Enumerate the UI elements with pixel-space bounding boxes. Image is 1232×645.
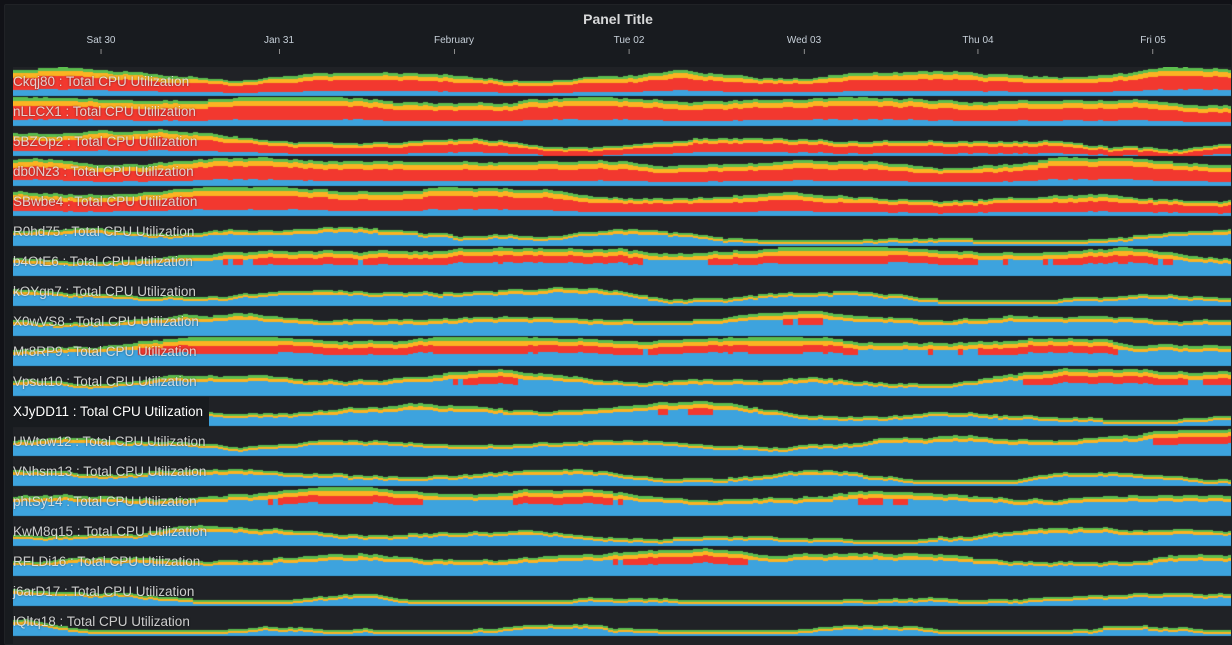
- tick-mark: [977, 49, 979, 54]
- time-tick: Sat 30: [86, 35, 116, 54]
- series-label[interactable]: R0hd75 : Total CPU Utilization: [13, 224, 195, 239]
- series-label[interactable]: lQltq18 : Total CPU Utilization: [13, 614, 190, 629]
- time-tick: Wed 03: [787, 35, 821, 54]
- heatmap-canvas[interactable]: [13, 67, 1231, 644]
- series-label[interactable]: SBwbe4 : Total CPU Utilization: [13, 194, 198, 209]
- tick-mark: [1152, 49, 1154, 54]
- series-label[interactable]: kOYgn7 : Total CPU Utilization: [13, 284, 196, 299]
- tick-mark: [453, 49, 455, 54]
- time-axis: Sat 30 Jan 31 February Tue 02 Wed 03 Thu…: [5, 33, 1231, 67]
- panel-title[interactable]: Panel Title: [583, 11, 653, 27]
- series-label[interactable]: 5BZOp2 : Total CPU Utilization: [13, 134, 198, 149]
- series-label[interactable]: Mr8RP9 : Total CPU Utilization: [13, 344, 197, 359]
- series-label[interactable]: X0wVS8 : Total CPU Utilization: [13, 314, 199, 329]
- series-label[interactable]: KwM8q15 : Total CPU Utilization: [13, 524, 208, 539]
- tick-mark: [100, 49, 102, 54]
- time-tick-label: Fri 05: [1140, 35, 1166, 46]
- series-label[interactable]: UWtow12 : Total CPU Utilization: [13, 434, 206, 449]
- series-label[interactable]: RFLDi16 : Total CPU Utilization: [13, 554, 201, 569]
- time-tick: Jan 31: [264, 35, 294, 54]
- tick-mark: [278, 49, 280, 54]
- series-label[interactable]: VNhsm13 : Total CPU Utilization: [13, 464, 207, 479]
- tick-mark: [628, 49, 630, 54]
- panel-header[interactable]: Panel Title: [5, 5, 1231, 33]
- time-tick-label: Wed 03: [786, 35, 822, 46]
- series-label[interactable]: db0Nz3 : Total CPU Utilization: [13, 164, 194, 179]
- time-tick-label: Tue 02: [613, 35, 645, 46]
- series-label[interactable]: phtSy14 : Total CPU Utilization: [13, 494, 197, 509]
- time-tick-label: Thu 04: [962, 35, 994, 46]
- time-tick-label: February: [433, 35, 475, 46]
- series-label-active[interactable]: XJyDD11 : Total CPU Utilization: [13, 397, 210, 427]
- series-label[interactable]: Ckqj80 : Total CPU Utilization: [13, 74, 190, 89]
- time-tick: Fri 05: [1140, 35, 1166, 54]
- series-label[interactable]: Vpsut10 : Total CPU Utilization: [13, 374, 197, 389]
- time-tick: Thu 04: [962, 35, 994, 54]
- series-label[interactable]: j6arD17 : Total CPU Utilization: [13, 584, 195, 599]
- tick-mark: [803, 49, 805, 54]
- series-labels: Ckqj80 : Total CPU Utilization nLLCX1 : …: [13, 67, 1231, 644]
- time-tick: February: [434, 35, 474, 54]
- time-tick: Tue 02: [613, 35, 645, 54]
- series-label[interactable]: nLLCX1 : Total CPU Utilization: [13, 104, 196, 119]
- time-tick-label: Sat 30: [86, 35, 116, 46]
- panel: Panel Title Sat 30 Jan 31 February Tue 0…: [4, 4, 1232, 645]
- status-heatmap[interactable]: Ckqj80 : Total CPU Utilization nLLCX1 : …: [13, 67, 1231, 644]
- time-tick-label: Jan 31: [263, 35, 295, 46]
- series-label[interactable]: b4OtE6 : Total CPU Utilization: [13, 254, 193, 269]
